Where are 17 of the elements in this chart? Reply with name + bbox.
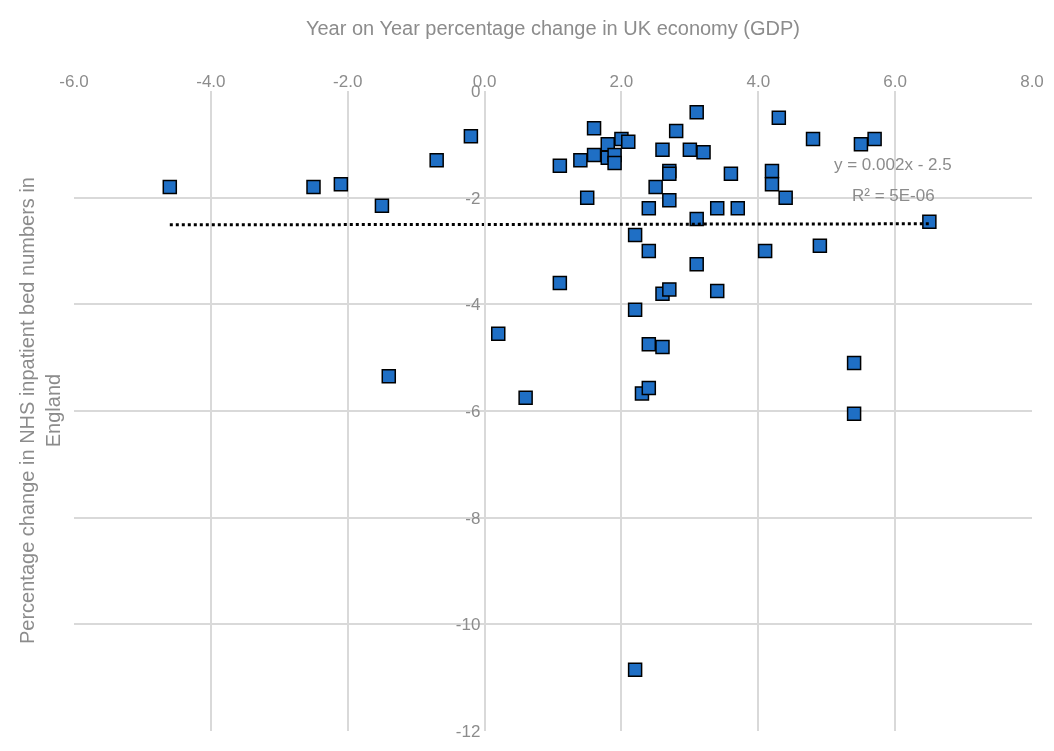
y-tick-label: -6 [465,401,481,421]
x-tick-label: 6.0 [883,71,907,91]
y-tick-label: -12 [455,721,481,741]
x-tick-label: -4.0 [196,71,226,91]
y-tick-label: -2 [465,188,481,208]
x-tick-label: 8.0 [1020,71,1044,91]
x-tick-label: 2.0 [609,71,634,91]
annotation: R² = 5E-06 [852,186,935,205]
y-tick-label: -4 [465,295,481,315]
x-tick-label: -6.0 [59,71,89,91]
y-tick-label: -8 [465,508,481,528]
x-axis-title: Year on Year percentage change in UK economy (GDP) [305,17,801,40]
y-tick-label: -10 [455,615,481,635]
annotation: y = 0.002x - 2.5 [834,155,952,174]
x-tick-label: 4.0 [746,71,771,91]
x-tick-label: -2.0 [333,71,363,91]
y-axis-title: Percentage change in NHS inpatient bed numbers in England [16,177,64,644]
